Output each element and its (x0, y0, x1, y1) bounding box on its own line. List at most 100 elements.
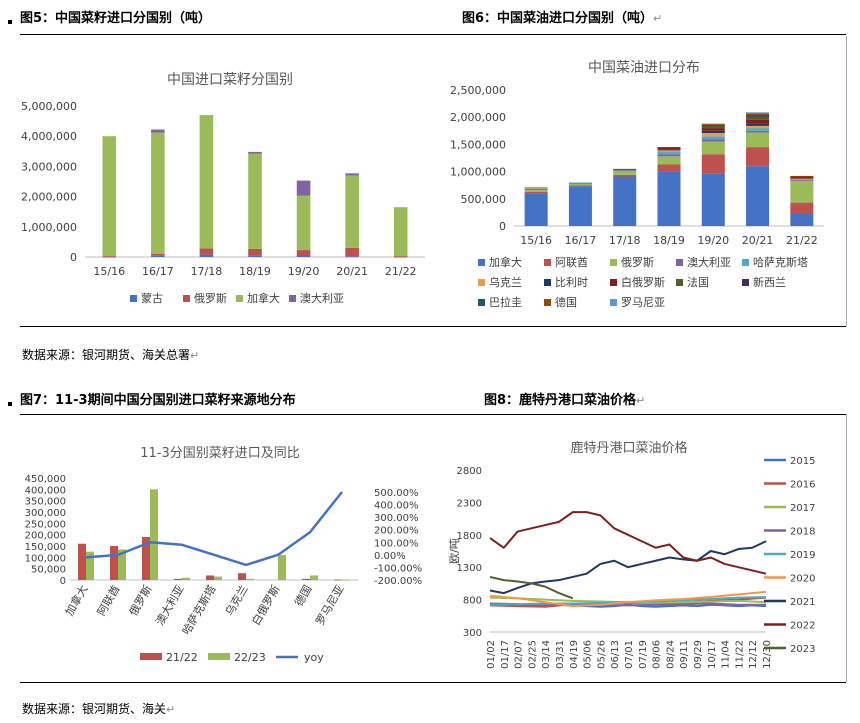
fig8-ylabel: 欧/吨 (448, 538, 461, 564)
fig6-legend-swatch (610, 259, 617, 266)
fig6-xtick-label: 17/18 (609, 234, 641, 247)
fig6-bar-阿联酋 (657, 164, 681, 172)
fig6-bar-澳大利亚 (790, 179, 814, 181)
fig6-bar-乌克兰 (657, 150, 681, 153)
fig7-bar-22/23 (278, 555, 286, 580)
fig5-ytick-label: 4,000,000 (21, 130, 77, 143)
fig6-legend-swatch (676, 259, 683, 266)
fig6-bar-巴拉圭 (746, 115, 770, 117)
fig7-xtick-label: 澳大利亚 (152, 583, 186, 628)
fig8-legend-label: 2015 (790, 456, 815, 467)
fig8-legend-label: 2017 (790, 503, 815, 514)
fig7-ytick-right: -200.00% (374, 576, 422, 587)
fig6-bar-加拿大 (657, 171, 681, 226)
fig8-xtick-label: 08/24 (665, 640, 676, 669)
fig7-ytick-right: 500.00% (374, 488, 419, 499)
fig7-ytick-left: 100,000 (25, 553, 66, 564)
fig5-bar-蒙古 (102, 256, 117, 258)
fig7-bar-21/22 (302, 578, 310, 580)
fig6-legend-label: 巴拉圭 (489, 295, 522, 309)
fig6-bar-白俄罗斯 (701, 128, 725, 131)
fig5-title: 中国进口菜籽分国别 (167, 72, 293, 88)
fig7-heading: 图7：11-3期间中国分国别进口菜籽来源地分布 (20, 393, 296, 408)
fig8-xtick-label: 05/06 (583, 640, 594, 669)
fig7-ytick-right: 300.00% (374, 513, 419, 524)
fig6-bar-俄罗斯 (613, 170, 637, 175)
fig5-bar-俄罗斯 (102, 256, 117, 257)
fig6-bar-澳大利亚 (568, 183, 592, 184)
fig5-bar-加拿大 (296, 195, 311, 251)
fig7-bar-21/22 (142, 536, 150, 580)
fig8-xtick-label: 03/31 (555, 640, 566, 669)
fig6-ytick-label: 1,000,000 (450, 166, 506, 179)
fig6-bar-哈萨克斯塔 (568, 182, 592, 184)
fig8-xtick-label: 01/02 (486, 640, 497, 669)
fig8-xtick-label: 03/14 (541, 640, 552, 669)
fig6-bar-俄罗斯 (790, 180, 814, 203)
fig6-legend-label: 白俄罗斯 (621, 275, 665, 289)
fig8-ytick-label: 2800 (457, 466, 482, 477)
fig6-bar-阿联酋 (613, 174, 637, 177)
fig5-xtick-label: 20/21 (336, 265, 368, 278)
fig6-xtick-label: 19/20 (697, 234, 729, 247)
fig6-legend-swatch (742, 259, 749, 266)
fig6-ytick-label: 2,500,000 (450, 84, 506, 97)
fig7-legend-label: 21/22 (166, 651, 198, 664)
fig5-bar-加拿大 (199, 115, 214, 249)
fig7-ytick-left: 250,000 (25, 519, 66, 530)
fig6-ytick-label: 500,000 (461, 193, 507, 206)
fig6-bar-加拿大 (524, 193, 548, 226)
fig5-legend-swatch (183, 295, 190, 302)
fig6-right-border (846, 36, 847, 326)
fig8-ytick-label: 2300 (457, 498, 482, 509)
fig5-chart: 中国进口菜籽分国别 0 1,000,000 2,000,000 3,000,000 4,0… (21, 72, 425, 305)
fig7-bar-21/22 (110, 546, 118, 580)
fig5-xtick-label: 19/20 (288, 265, 320, 278)
fig7-ytick-left: 200,000 (25, 531, 66, 542)
source-bottom: 数据来源：银河期货、海关↵ (22, 702, 176, 716)
fig7-ytick-left: 450,000 (25, 474, 66, 485)
fig5-xtick-label: 17/18 (191, 265, 223, 278)
fig6-legend-swatch (544, 279, 551, 286)
fig5-heading: 图5：中国菜籽进口分国别（吨） (20, 11, 212, 26)
fig6-bar-德国 (701, 123, 725, 125)
fig6-bar-俄罗斯 (568, 183, 592, 186)
fig6-bar-乌克兰 (790, 178, 814, 180)
fig8-xtick-label: 06/13 (610, 640, 621, 669)
fig8-legend-label: 2016 (790, 480, 815, 491)
fig6-legend-swatch (544, 259, 551, 266)
fig8-legend-label: 2018 (790, 527, 815, 538)
fig6-bar-白俄罗斯 (790, 176, 814, 179)
fig6-bar-阿联酋 (790, 202, 814, 214)
fig6-ytick-label: 0 (499, 220, 506, 233)
fig5-xtick-label: 21/22 (385, 265, 417, 278)
fig5-bar-蒙古 (345, 256, 359, 258)
fig7-xtick-label: 阿联酋 (94, 583, 123, 619)
section-bullet (8, 20, 12, 24)
fig7-bar-22/23 (182, 577, 190, 580)
fig7-xtick-label: 德国 (291, 583, 314, 609)
fig8-xtick-label: 11/22 (734, 640, 745, 669)
fig8-legend-label: 2020 (790, 574, 815, 585)
fig5-bar-俄罗斯 (151, 253, 165, 256)
fig8-xtick-label: 01/17 (500, 640, 511, 669)
fig6-bar-德国 (746, 113, 770, 116)
fig5-bar-俄罗斯 (296, 250, 311, 256)
fig7-bar-21/22 (206, 575, 214, 580)
fig7-xtick-label: 俄罗斯 (127, 583, 155, 618)
fig6-bar-澳大利亚 (524, 189, 548, 191)
fig8-ytick-label: 300 (463, 628, 482, 639)
fig6-legend-label: 乌克兰 (489, 275, 522, 289)
fig7-ytick-left: 0 (60, 576, 66, 587)
fig6-chart: 中国菜油进口分布 0 500,000 1,000,000 1,500,000 2,000,… (450, 60, 824, 309)
fig7-bar-22/23 (342, 579, 350, 581)
fig6-bar-俄罗斯 (524, 190, 548, 192)
fig6-bar-法国 (701, 125, 725, 129)
fig8-right-border (846, 414, 847, 682)
fig8-legend-label: 2019 (790, 550, 815, 561)
fig7-xtick-label: 加拿大 (62, 583, 91, 619)
fig5-bar-蒙古 (199, 254, 214, 257)
fig6-legend-label: 新西兰 (753, 275, 786, 289)
fig6-bar-哈萨克斯塔 (524, 188, 548, 190)
fig6-bar-罗马尼亚 (746, 112, 770, 114)
